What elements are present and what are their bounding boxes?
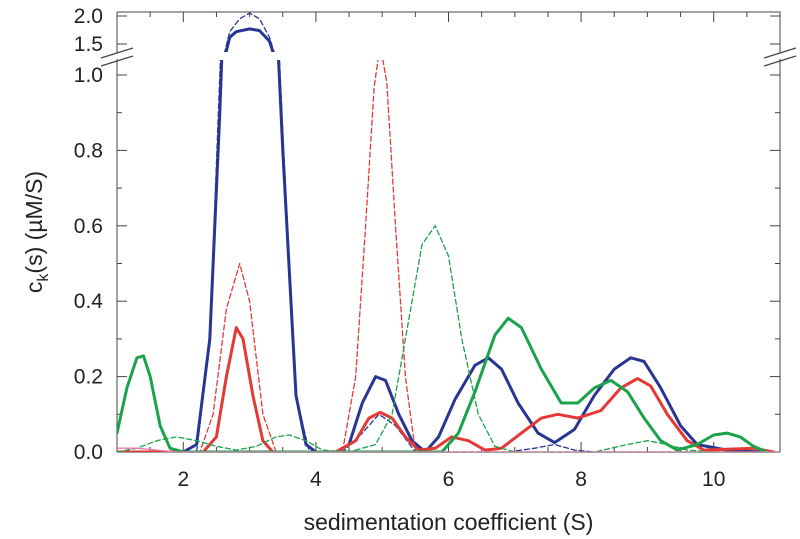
y-tick-label: 0.2 [74,366,103,389]
break-slash [763,55,797,67]
series-line-3-lower [117,60,780,452]
series-line-1-upper [224,12,275,52]
series-line-2-upper [117,110,773,129]
x-tick-label: 6 [443,468,455,491]
y-tick-label: 1.5 [74,33,103,56]
y-tick-label: 0.4 [74,290,104,313]
y-tick-label: 1.0 [74,64,103,87]
y-axis-title-main: c [21,282,47,294]
y-axis-title-rest: (s) (µM/S) [21,171,47,274]
series-line-1-lower [117,60,780,452]
x-tick-label: 8 [575,468,587,491]
axis-break-marks [100,47,797,67]
series-line-3-upper [117,68,780,129]
series-lower-panel [117,60,780,452]
break-gap [114,53,120,59]
x-tick-labels: 2 4 6 8 10 [177,468,725,491]
series-line-6-upper [117,127,780,128]
y-axis-title: ck(s) (µM/S) [21,171,52,293]
y-tick-label: 0.8 [74,139,103,162]
series-line-0-lower [117,60,762,452]
y-tick-label: 0.6 [74,215,103,238]
series-upper-panel [117,12,780,129]
series-line-6-lower [117,447,780,452]
plot-frame [116,11,781,453]
series-line-2-lower [117,326,775,452]
axis-ticks [116,12,781,453]
series-line-4-upper [117,108,767,128]
x-tick-label: 2 [177,468,189,491]
x-tick-label: 4 [310,468,322,491]
series-line-5-upper [117,94,780,128]
x-tick-label: 10 [702,468,725,491]
series-line-5-lower [117,225,780,452]
y-tick-label: 2.0 [74,5,103,28]
break-slash [100,55,134,67]
x-axis-title: sedimentation coefficient (S) [304,509,594,535]
series-line-0-upper [224,27,275,52]
y-axis-title-sub: k [35,273,52,282]
break-gap [777,53,783,59]
y-tick-label: 0.0 [74,441,103,464]
y-tick-labels: 0.0 0.2 0.4 0.6 0.8 1.0 1.5 2.0 [74,5,104,464]
break-slash [763,47,797,59]
break-slash [100,47,134,59]
series-line-4-lower [117,316,769,452]
